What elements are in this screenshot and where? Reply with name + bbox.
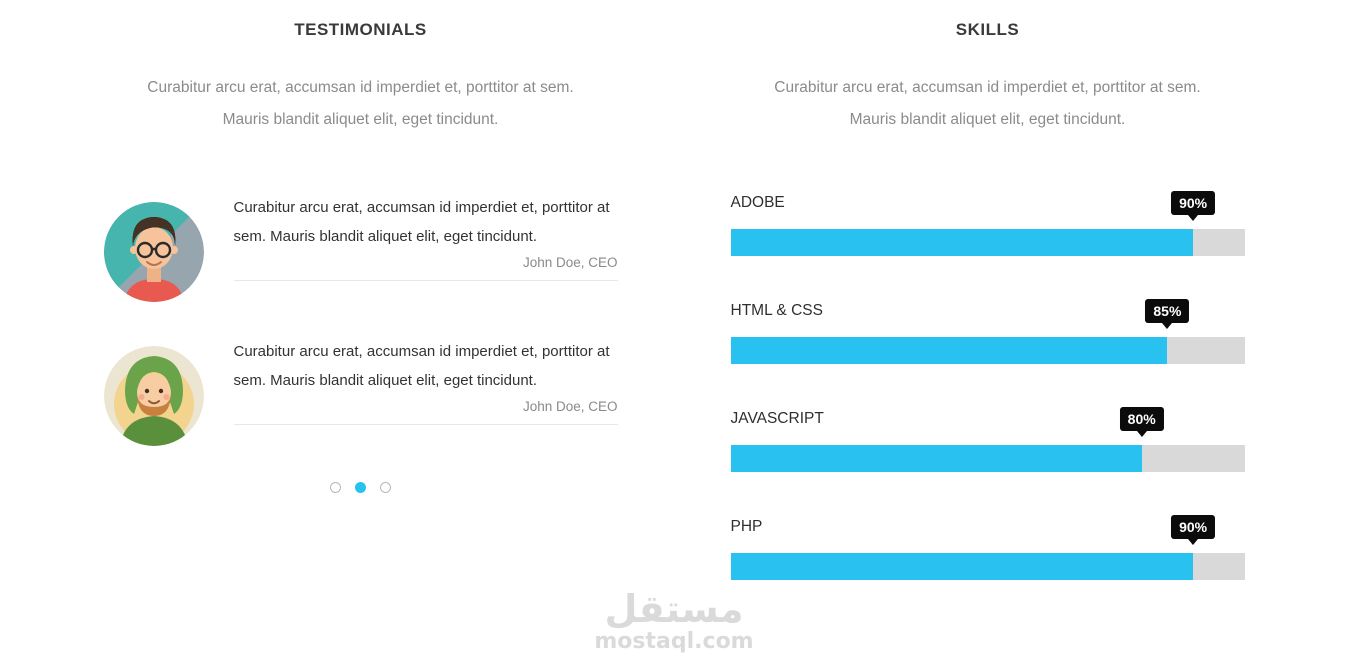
skill-percent-badge: 80% [1119, 407, 1164, 431]
skill-bar: 80% [730, 407, 1245, 472]
skill-percent-badge: 90% [1171, 515, 1216, 539]
testimonial-list: Curabitur arcu erat, accumsan id imperdi… [103, 194, 618, 493]
man-glasses-avatar [103, 202, 204, 302]
skills-section: SKILLS Curabitur arcu erat, accumsan id … [730, 20, 1245, 626]
skill-bar-fill [730, 445, 1142, 472]
skills-subtitle-line2: Mauris blandit aliquet elit, eget tincid… [849, 111, 1126, 128]
testimonials-title: TESTIMONIALS [294, 20, 427, 39]
skill-label: JAVASCRIPT [730, 410, 824, 427]
watermark-arabic: مستقل [604, 587, 744, 631]
testimonials-subtitle: Curabitur arcu erat, accumsan id imperdi… [104, 72, 618, 136]
carousel-dot-2[interactable] [355, 482, 366, 493]
skill-adobe: ADOBE 90% [730, 191, 1245, 256]
testimonial-text: Curabitur arcu erat, accumsan id imperdi… [233, 343, 610, 389]
skill-bar: 85% [730, 299, 1245, 364]
testimonial-body: Curabitur arcu erat, accumsan id imperdi… [233, 338, 618, 425]
watermark-latin: mostaql.com [594, 629, 754, 654]
skill-html-css: HTML & CSS 85% [730, 299, 1245, 364]
man-hood-beard-avatar [103, 346, 204, 446]
skill-bar-fill [730, 337, 1168, 364]
skill-javascript: JAVASCRIPT 80% [730, 407, 1245, 472]
tooltip-arrow-icon [1162, 323, 1173, 329]
skill-percent-badge: 85% [1145, 299, 1190, 323]
skills-title: SKILLS [955, 20, 1020, 39]
skills-subtitle: Curabitur arcu erat, accumsan id imperdi… [731, 72, 1245, 136]
skill-tooltip: 90% [1171, 515, 1216, 545]
skill-tooltip: 90% [1171, 191, 1216, 221]
tooltip-arrow-icon [1136, 431, 1147, 437]
skill-bar: 90% [730, 191, 1245, 256]
skills-subtitle-line1: Curabitur arcu erat, accumsan id imperdi… [774, 79, 1201, 96]
testimonial-item: Curabitur arcu erat, accumsan id imperdi… [103, 194, 618, 302]
testimonials-subtitle-line1: Curabitur arcu erat, accumsan id imperdi… [147, 79, 574, 96]
skill-bar: 90% [730, 515, 1245, 580]
skill-bar-fill [730, 229, 1194, 256]
testimonial-text: Curabitur arcu erat, accumsan id imperdi… [233, 199, 610, 245]
testimonial-author: John Doe, CEO [522, 255, 618, 270]
skills-list: ADOBE 90% HTML & CSS 85% [730, 191, 1245, 580]
skill-label: HTML & CSS [730, 302, 823, 319]
carousel-dot-1[interactable] [330, 482, 341, 493]
carousel-dots [104, 482, 618, 493]
skill-label: ADOBE [730, 194, 785, 211]
testimonial-item: Curabitur arcu erat, accumsan id imperdi… [103, 338, 618, 446]
testimonials-subtitle-line2: Mauris blandit aliquet elit, eget tincid… [222, 111, 499, 128]
skill-label: PHP [730, 518, 763, 535]
tooltip-arrow-icon [1188, 539, 1199, 545]
skill-percent-badge: 90% [1171, 191, 1216, 215]
testimonial-body: Curabitur arcu erat, accumsan id imperdi… [233, 194, 618, 281]
testimonial-author: John Doe, CEO [522, 399, 618, 414]
carousel-dot-3[interactable] [380, 482, 391, 493]
skill-tooltip: 85% [1145, 299, 1190, 329]
skill-php: PHP 90% [730, 515, 1245, 580]
testimonials-section: TESTIMONIALS Curabitur arcu erat, accums… [103, 20, 618, 626]
skill-tooltip: 80% [1119, 407, 1164, 437]
mostaql-watermark: مستقل mostaql.com [594, 590, 753, 656]
tooltip-arrow-icon [1188, 215, 1199, 221]
skill-bar-fill [730, 553, 1194, 580]
